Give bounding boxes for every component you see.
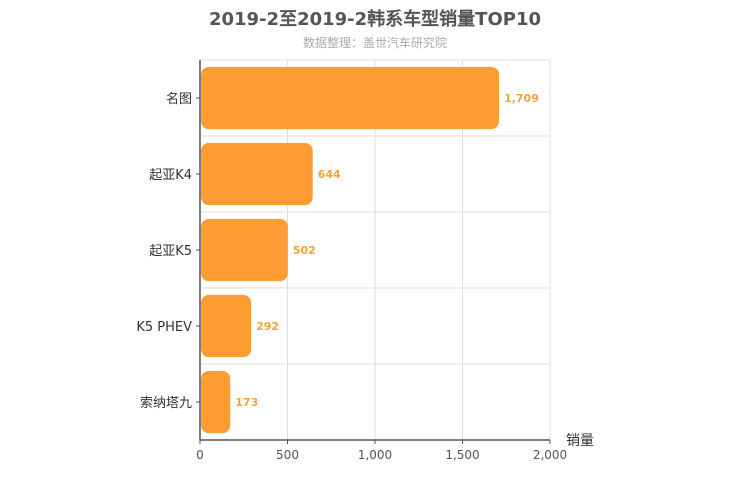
- bar[interactable]: [201, 370, 231, 434]
- bar[interactable]: [201, 218, 288, 282]
- y-tick-label: 名图: [166, 91, 192, 107]
- y-tick-label: 索纳塔九: [140, 396, 192, 411]
- y-tick-label: 起亚K5: [149, 244, 192, 259]
- x-axis-title: 销量: [566, 433, 594, 449]
- bar[interactable]: [201, 142, 313, 206]
- data-label: 502: [293, 244, 316, 257]
- chart-subtitle: 数据整理：盖世汽车研究院: [302, 36, 447, 50]
- x-tick-label: 2,000: [533, 448, 567, 462]
- y-tick-label: K5 PHEV: [136, 320, 192, 335]
- x-tick-label: 1,000: [358, 448, 392, 462]
- x-tick-label: 500: [276, 448, 299, 462]
- data-label: 292: [256, 320, 279, 333]
- bar[interactable]: [201, 294, 252, 358]
- chart-title: 2019-2至2019-2韩系车型销量TOP10: [208, 9, 541, 30]
- data-label: 1,709: [504, 92, 539, 105]
- x-tick-label: 1,500: [445, 448, 479, 462]
- x-tick-label: 0: [196, 448, 204, 462]
- y-tick-label: 起亚K4: [149, 168, 192, 183]
- data-label: 173: [235, 396, 258, 409]
- data-label: 644: [318, 168, 341, 181]
- bar[interactable]: [201, 66, 500, 130]
